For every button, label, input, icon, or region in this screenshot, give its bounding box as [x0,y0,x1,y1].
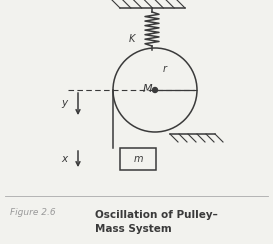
Circle shape [153,88,158,92]
Text: $r$: $r$ [162,62,168,73]
Text: $m$: $m$ [133,154,143,164]
Text: $M$: $M$ [142,82,154,94]
Text: $y$: $y$ [61,98,69,110]
Text: Figure 2.6: Figure 2.6 [10,208,56,217]
Text: $K$: $K$ [129,32,138,44]
Bar [120,148,156,170]
Text: Oscillation of Pulley–
Mass System: Oscillation of Pulley– Mass System [95,210,218,234]
Text: $x$: $x$ [61,154,69,164]
